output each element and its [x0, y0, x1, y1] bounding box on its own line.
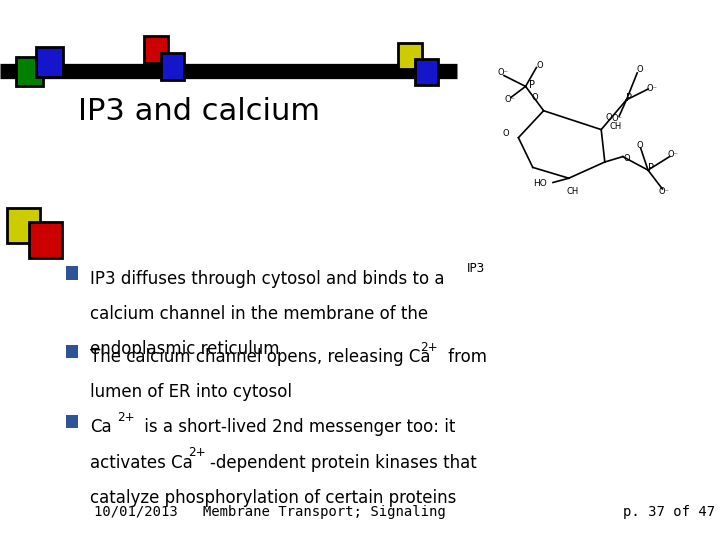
- Text: -dependent protein kinases that: -dependent protein kinases that: [210, 454, 476, 471]
- Text: endoplasmic reticulum: endoplasmic reticulum: [90, 340, 279, 358]
- Bar: [66, 415, 78, 428]
- Text: O: O: [531, 93, 539, 102]
- Text: IP3 diffuses through cytosol and binds to a: IP3 diffuses through cytosol and binds t…: [90, 270, 450, 288]
- Text: activates Ca: activates Ca: [90, 454, 193, 471]
- Text: p. 37 of 47: p. 37 of 47: [623, 505, 715, 519]
- Text: O: O: [536, 62, 544, 70]
- Text: O: O: [502, 129, 509, 138]
- Text: O: O: [623, 154, 630, 163]
- Bar: [161, 53, 184, 80]
- Text: P: P: [626, 93, 631, 103]
- Text: 10/01/2013   Membrane Transport; Signaling: 10/01/2013 Membrane Transport; Signaling: [94, 505, 446, 519]
- Bar: [29, 222, 62, 258]
- Text: lumen of ER into cytosol: lumen of ER into cytosol: [90, 383, 292, 401]
- Text: O: O: [605, 113, 612, 122]
- Bar: [144, 36, 168, 63]
- Text: O: O: [636, 141, 643, 150]
- Text: O⁻: O⁻: [667, 151, 679, 159]
- Bar: [66, 345, 78, 358]
- Text: O⁻: O⁻: [658, 187, 670, 196]
- Text: 2+: 2+: [117, 411, 135, 424]
- Bar: [66, 266, 78, 280]
- Text: CH: CH: [609, 123, 622, 131]
- Text: catalyze phosphorylation of certain proteins: catalyze phosphorylation of certain prot…: [90, 489, 456, 507]
- Text: The calcium channel opens, releasing Ca: The calcium channel opens, releasing Ca: [90, 348, 431, 366]
- Text: O⁻: O⁻: [611, 114, 623, 123]
- Text: CH: CH: [566, 187, 579, 196]
- Text: O: O: [636, 65, 643, 74]
- Bar: [16, 57, 43, 86]
- Text: IP3 and calcium: IP3 and calcium: [78, 97, 320, 126]
- Bar: [7, 208, 40, 243]
- Text: O⁻: O⁻: [497, 68, 508, 77]
- Text: 2+: 2+: [188, 446, 205, 459]
- Text: calcium channel in the membrane of the: calcium channel in the membrane of the: [90, 305, 428, 323]
- Text: HO: HO: [533, 179, 547, 188]
- Text: is a short-lived 2nd messenger too: it: is a short-lived 2nd messenger too: it: [139, 418, 455, 436]
- Text: 2+: 2+: [420, 341, 437, 354]
- Text: P: P: [648, 163, 654, 173]
- Bar: [415, 59, 438, 85]
- Text: O⁻: O⁻: [646, 84, 657, 92]
- Text: from: from: [443, 348, 487, 366]
- Text: O⁻: O⁻: [504, 96, 516, 104]
- Text: Ca: Ca: [90, 418, 112, 436]
- Text: IP3: IP3: [467, 262, 485, 275]
- Bar: [398, 43, 422, 69]
- Text: P: P: [529, 80, 535, 90]
- Bar: [36, 47, 63, 77]
